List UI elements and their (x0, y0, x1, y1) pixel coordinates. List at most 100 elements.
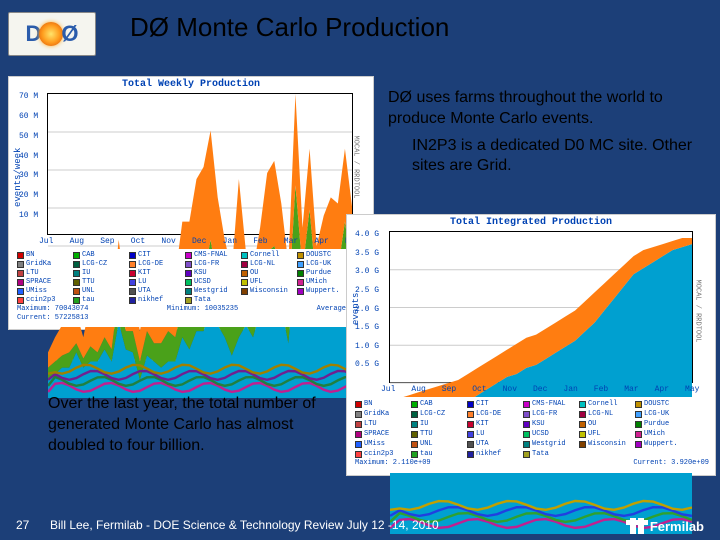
integrated-plot-area (389, 231, 693, 383)
legend-swatch (129, 297, 136, 304)
legend-label: CAB (420, 400, 433, 409)
legend-item: Tata (185, 296, 240, 305)
legend-swatch (635, 401, 642, 408)
legend-swatch (411, 431, 418, 438)
legend-swatch (185, 252, 192, 259)
legend-item: LCG-UK (297, 260, 352, 269)
xtick: Nov (161, 237, 175, 246)
legend-item: UNL (411, 439, 466, 449)
page-number: 27 (16, 518, 50, 532)
legend-item: UMiss (17, 287, 72, 296)
legend-item: UMiss (355, 439, 410, 449)
legend-label: Cornell (588, 400, 617, 409)
ytick: 0.5 G (355, 360, 379, 369)
legend-item: LCG-DE (129, 260, 184, 269)
xtick: May (685, 385, 699, 394)
legend-item: KIT (129, 269, 184, 278)
legend-swatch (523, 431, 530, 438)
ytick: 3.0 G (355, 267, 379, 276)
weekly-area-svg (48, 94, 352, 398)
legend-item: CMS-FNAL (185, 251, 240, 260)
legend-swatch (635, 441, 642, 448)
legend-item: UMich (635, 429, 690, 439)
legend-meta: Maximum: 70043074Minimum: 10035235Averag… (17, 305, 367, 314)
legend-label: LTU (364, 420, 377, 429)
xtick: Jul (39, 237, 53, 246)
legend-label: BN (364, 400, 372, 409)
summary-note: Over the last year, the total number of … (48, 394, 348, 456)
legend-label: LU (138, 278, 146, 287)
legend-swatch (17, 288, 24, 295)
legend-item: SPRACE (355, 429, 410, 439)
ytick: 30 M (19, 171, 38, 180)
legend-label: Wuppert. (644, 440, 678, 449)
legend-label: nikhef (138, 296, 163, 305)
legend-swatch (17, 252, 24, 259)
legend-swatch (17, 270, 24, 277)
legend-item: GridKa (17, 260, 72, 269)
legend-item: CMS-FNAL (523, 399, 578, 409)
xtick: Nov (503, 385, 517, 394)
legend-item: UTA (467, 439, 522, 449)
weekly-production-chart: Total Weekly Production events/week MOCA… (8, 76, 374, 330)
legend-item: Purdue (297, 269, 352, 278)
legend-label: CMS-FNAL (532, 400, 566, 409)
legend-item: LU (129, 278, 184, 287)
legend-item: BN (355, 399, 410, 409)
legend-swatch (467, 401, 474, 408)
legend-label: tau (420, 450, 433, 459)
legend-swatch (17, 297, 24, 304)
legend-label: OU (588, 420, 596, 429)
legend-label: UCSD (532, 430, 549, 439)
legend-label: LCG-DE (138, 260, 163, 269)
legend-item: nikhef (467, 449, 522, 459)
ytick: 50 M (19, 132, 38, 141)
d0-logo: D Ø (8, 12, 96, 56)
legend-label: ccin2p3 (364, 450, 393, 459)
legend-label: IU (420, 420, 428, 429)
xtick: Apr (314, 237, 328, 246)
legend-item: UTA (129, 287, 184, 296)
legend-item: CIT (467, 399, 522, 409)
legend-swatch (185, 288, 192, 295)
legend-item: Cornell (579, 399, 634, 409)
legend-label: UMiss (26, 287, 47, 296)
legend-item: LCG-NL (241, 260, 296, 269)
xtick: Dec (192, 237, 206, 246)
legend-item: ccin2p3 (355, 449, 410, 459)
intro-main: DØ uses farms throughout the world to pr… (388, 88, 704, 130)
legend-item: LCG-NL (579, 409, 634, 419)
legend-swatch (411, 451, 418, 458)
legend-label: Wisconsin (250, 287, 288, 296)
legend-swatch (355, 451, 362, 458)
legend-label: LCG-FR (532, 410, 557, 419)
legend-item: Wuppert. (635, 439, 690, 449)
legend-label: LCG-NL (250, 260, 275, 269)
legend-swatch (17, 261, 24, 268)
legend-item: LCG-FR (185, 260, 240, 269)
legend-label: SPRACE (364, 430, 389, 439)
integrated-chart-title: Total Integrated Production (347, 215, 715, 228)
legend-label: UNL (82, 287, 95, 296)
legend-swatch (635, 411, 642, 418)
legend-label: KIT (138, 269, 151, 278)
xtick: Oct (472, 385, 486, 394)
legend-label: CIT (138, 251, 151, 260)
xtick: Dec (533, 385, 547, 394)
legend-label: KSU (532, 420, 545, 429)
legend-label: OU (250, 269, 258, 278)
legend-label: Wuppert. (306, 287, 340, 296)
legend-label: LCG-FR (194, 260, 219, 269)
legend-item: ccin2p3 (17, 296, 72, 305)
weekly-plot-area (47, 93, 353, 235)
legend-item: CAB (411, 399, 466, 409)
legend-swatch (297, 279, 304, 286)
legend-swatch (297, 252, 304, 259)
legend-item: nikhef (129, 296, 184, 305)
ytick: 70 M (19, 92, 38, 101)
xtick: Mar (284, 237, 298, 246)
legend-swatch (467, 431, 474, 438)
legend-item: Wisconsin (241, 287, 296, 296)
legend-item: CIT (129, 251, 184, 260)
legend-swatch (297, 270, 304, 277)
